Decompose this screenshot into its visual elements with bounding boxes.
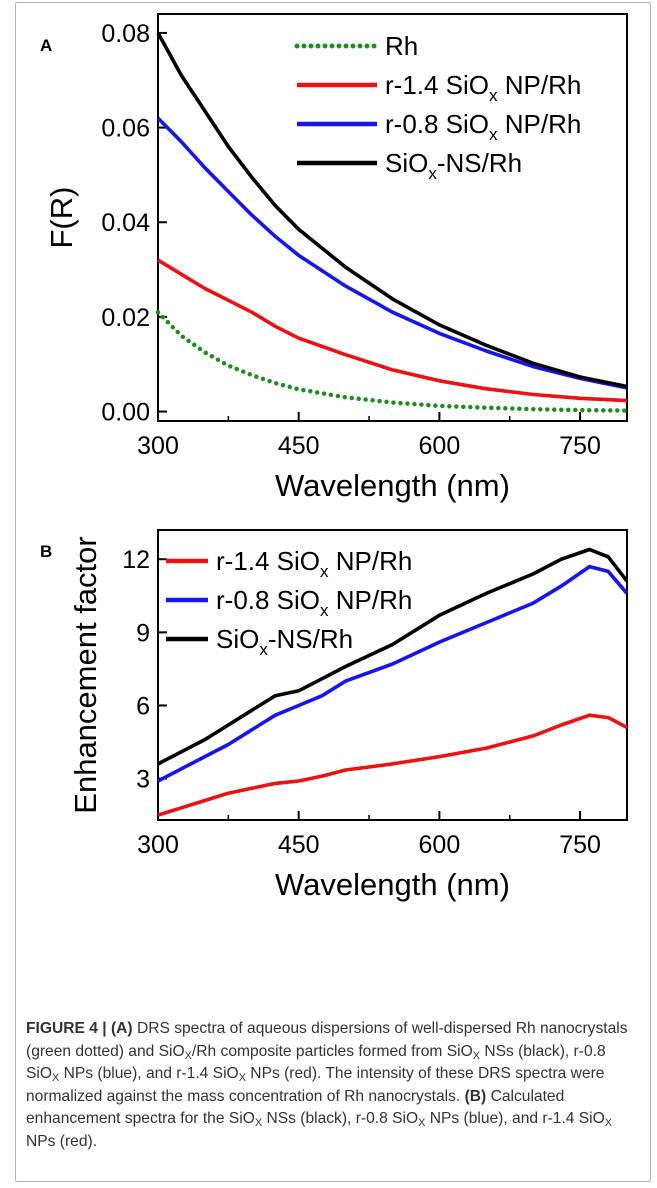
x-axis-label: Wavelength (nm)	[275, 468, 510, 503]
series-line	[157, 713, 628, 817]
caption-figure-number: FIGURE 4 |	[26, 1020, 107, 1037]
x-tick-label: 450	[278, 432, 320, 460]
caption-panel-a-label: (A)	[110, 1020, 133, 1037]
series-line	[157, 258, 628, 403]
legend-label: r-1.4 SiOx NP/Rh	[385, 70, 581, 105]
panel-label: B	[40, 542, 52, 561]
figure-svg: 300 450 600 750 0.00 0.02 0.04 0.06 0.08 Waveleng…	[40, 13, 630, 902]
caption-sub: X	[604, 1117, 613, 1129]
legend-label: SiOx-NS/Rh	[385, 148, 522, 183]
y-axis-label: F(R)	[44, 187, 79, 249]
x-tick-label: 600	[419, 432, 461, 460]
caption-sub: X	[52, 1072, 60, 1084]
y-tick-label: 0.04	[101, 209, 150, 237]
y-axis-label: Enhancement factor	[68, 536, 103, 813]
x-axis-label: Wavelength (nm)	[275, 867, 510, 902]
caption-text-5: NPs (red). The intensity of these DRS sp…	[26, 1065, 605, 1105]
caption-sub: X	[418, 1117, 426, 1129]
panel-label: A	[40, 36, 52, 55]
series-line	[155, 309, 630, 413]
y-tick-label: 12	[122, 546, 150, 574]
caption-panel-b-label: (B)	[464, 1087, 487, 1105]
legend-label: r-0.8 SiOx NP/Rh	[385, 109, 581, 144]
y-tick-label: 0.00	[101, 399, 150, 427]
series-line	[157, 547, 629, 766]
caption-text-7: NSs (black), r-0.8 SiO	[262, 1110, 419, 1127]
legend-label: r-0.8 SiOx NP/Rh	[216, 585, 412, 620]
caption-text-8: NPs (blue), and r-1.4 SiO	[425, 1110, 605, 1127]
series-line	[156, 32, 628, 389]
caption-sub: X	[472, 1049, 480, 1062]
legend-label: Rh	[385, 31, 418, 61]
y-tick-label: 0.08	[101, 20, 150, 48]
y-tick-label: 3	[136, 766, 150, 794]
caption-text-1: DRS spectra of aqueous dispersions of we…	[26, 1020, 628, 1060]
plot-frame	[157, 13, 628, 422]
caption-text-2: /Rh composite particles formed from SiO	[191, 1042, 473, 1060]
x-tick-label: 300	[137, 432, 179, 460]
caption-text-9: NPs (red).	[26, 1132, 98, 1150]
x-tick-label: 300	[137, 831, 179, 859]
plot-frame	[157, 529, 628, 821]
caption-text-4: NPs (blue), and r-1.4 SiO	[59, 1065, 239, 1082]
figure-caption: FIGURE 4 | (A) DRS spectra of aqueous di…	[26, 1018, 636, 1153]
legend-label: SiOx-NS/Rh	[216, 624, 353, 659]
legend-label: r-1.4 SiOx NP/Rh	[216, 546, 412, 581]
series-line	[156, 116, 628, 390]
x-tick-label: 750	[559, 432, 601, 460]
caption-text-6: Calculated enhancement spectra for the S…	[26, 1087, 565, 1128]
panel-a: 300 450 600 750 0.00 0.02 0.04 0.06 0.08 Waveleng…	[40, 13, 630, 503]
x-tick-label: 450	[278, 831, 320, 859]
caption-sub: X	[184, 1049, 192, 1062]
x-tick-label: 600	[419, 831, 461, 859]
y-tick-label: 0.06	[101, 115, 150, 143]
caption-text-3: NSs (black), r-0.8 SiO	[26, 1042, 606, 1083]
caption-sub: X	[254, 1117, 263, 1129]
series-line	[157, 564, 629, 783]
caption-sub: X	[238, 1072, 246, 1084]
y-tick-label: 0.02	[101, 304, 150, 332]
panel-b: 300 450 600 750 3 6 9 12 Wavelength (nm) Enhancem…	[40, 529, 629, 902]
x-tick-label: 750	[559, 831, 601, 859]
figure-frame	[15, 2, 651, 1182]
y-tick-label: 9	[136, 619, 150, 647]
y-tick-label: 6	[136, 692, 150, 720]
